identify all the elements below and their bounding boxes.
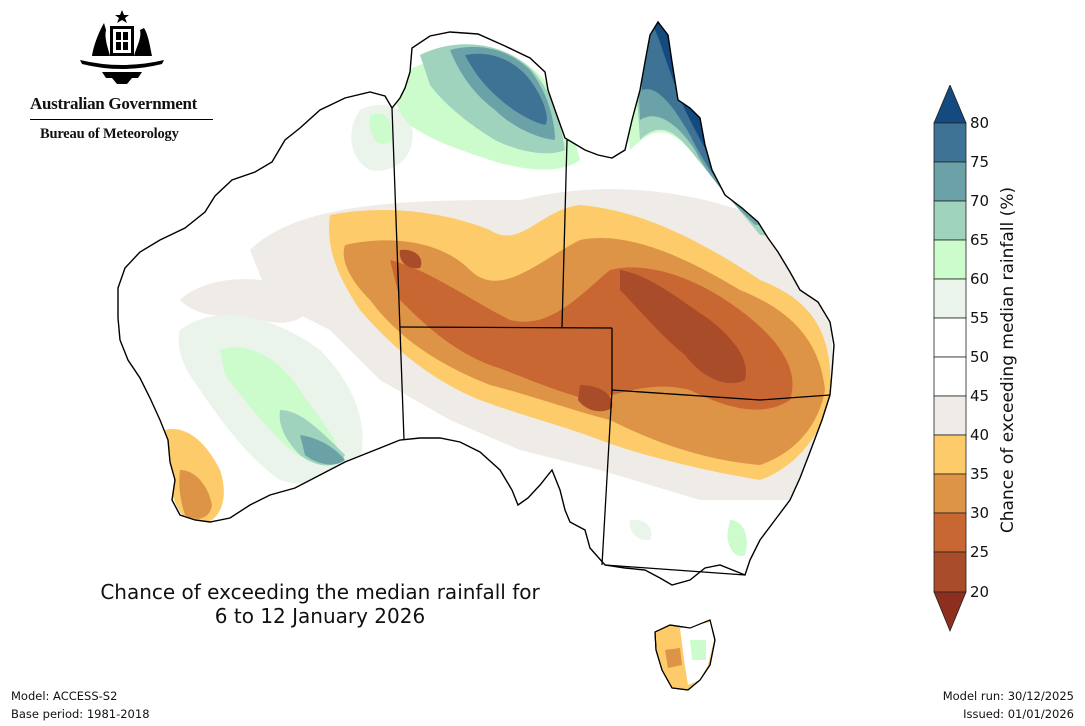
coastline	[117, 20, 835, 586]
colorbar-tick: 35	[970, 465, 990, 483]
map-title: Chance of exceeding the median rainfall …	[60, 580, 580, 628]
colorbar-tick: 30	[970, 504, 990, 522]
footer-right: Model run: 30/12/2025 Issued: 01/01/2026	[943, 687, 1074, 723]
issued-date: Issued: 01/01/2026	[963, 707, 1074, 721]
colorbar	[933, 85, 967, 633]
colorbar-tick: 65	[970, 231, 990, 249]
commonwealth-coat-of-arms-icon	[80, 10, 164, 84]
map-title-line2: 6 to 12 January 2026	[214, 604, 426, 628]
agency-name: Bureau of Meteorology	[40, 126, 179, 142]
model-name: Model: ACCESS-S2	[11, 689, 118, 703]
colorbar-tick: 60	[970, 270, 990, 288]
colorbar-extend-top	[933, 85, 967, 124]
logo-divider	[30, 119, 213, 120]
colorbar-tick: 45	[970, 387, 990, 405]
base-period: Base period: 1981-2018	[11, 707, 150, 721]
colorbar-tick: 70	[970, 192, 990, 210]
colorbar-extend-bottom	[933, 591, 967, 633]
colorbar-tick: 55	[970, 309, 990, 327]
footer-left: Model: ACCESS-S2 Base period: 1981-2018	[11, 687, 150, 723]
colorbar-tick: 25	[970, 543, 990, 561]
state-borders	[391, 107, 831, 576]
colorbar-label: Chance of exceeding median rainfall (%)	[998, 186, 1018, 534]
colorbar-tick: 75	[970, 153, 990, 171]
org-name: Australian Government	[30, 94, 197, 113]
model-run-date: Model run: 30/12/2025	[942, 689, 1074, 703]
colorbar-tick: 20	[970, 583, 990, 601]
colorbar-tick: 80	[970, 114, 990, 132]
bom-logo: Australian Government Bureau of Meteorol…	[22, 8, 222, 143]
colorbar-tick: 50	[970, 348, 990, 366]
map-title-line1: Chance of exceeding the median rainfall …	[100, 580, 540, 604]
colorbar-tick: 40	[970, 426, 990, 444]
